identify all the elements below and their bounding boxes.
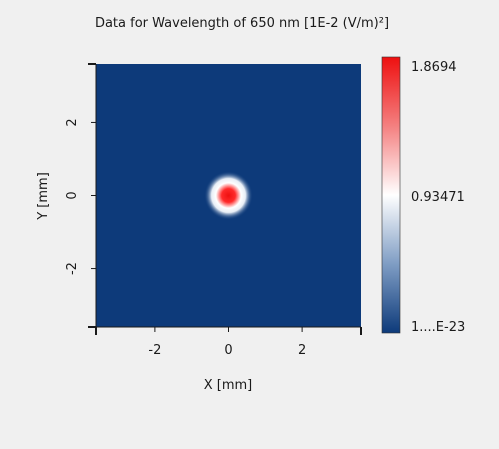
y-tick-label: -2	[65, 262, 80, 275]
y-tick-label: 2	[65, 118, 80, 126]
x-tick-label: 2	[298, 343, 306, 358]
colorbar-mid-label: 0.93471	[411, 190, 465, 205]
y-tick-label: 0	[65, 191, 80, 199]
colorbar-min-label: 1....E-23	[411, 320, 465, 335]
x-tick-label: -2	[148, 343, 161, 358]
colorbar-max-label: 1.8694	[411, 60, 457, 75]
colorbar: 1.8694 0.93471 1....E-23	[381, 56, 465, 335]
y-axis-label: Y [mm]	[36, 172, 51, 221]
plot-area	[96, 64, 361, 327]
x-ticks: -2 0 2	[148, 327, 306, 358]
intensity-spot	[204, 171, 253, 220]
colorbar-gradient	[381, 56, 401, 334]
y-ticks: 2 0 -2	[65, 118, 96, 275]
chart-title: Data for Wavelength of 650 nm [1E-2 (V/m…	[95, 16, 389, 31]
x-axis-label: X [mm]	[204, 378, 253, 393]
x-tick-label: 0	[224, 343, 232, 358]
